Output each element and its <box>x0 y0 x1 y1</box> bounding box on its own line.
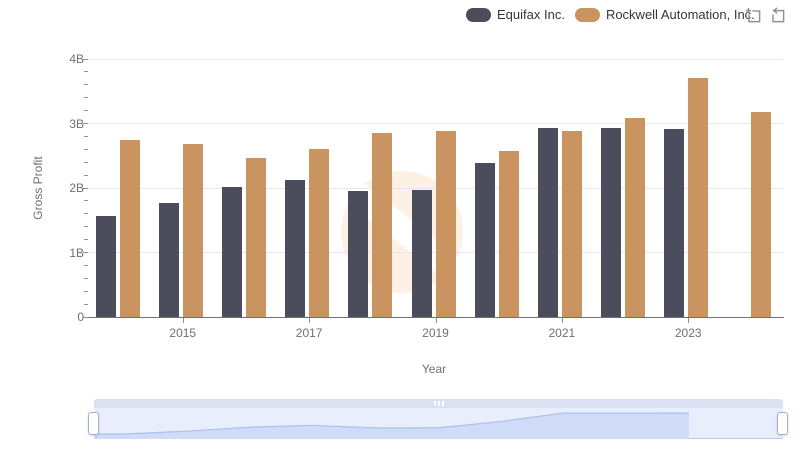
y-axis-tick <box>84 71 88 73</box>
y-axis-tick-label: 4B <box>69 52 84 66</box>
area-zoom-icon[interactable] <box>745 7 763 25</box>
y-axis-tick-label: 2B <box>69 181 84 195</box>
y-axis-tick <box>84 226 88 228</box>
bar-2020-rockwell[interactable] <box>498 150 519 317</box>
legend-item-0[interactable]: Equifax Inc. <box>466 7 565 22</box>
y-axis-tick <box>83 187 88 189</box>
y-axis-tick <box>84 264 88 266</box>
restore-zoom-icon[interactable] <box>769 7 787 25</box>
y-axis-title: Gross Profit <box>31 156 45 220</box>
y-axis-tick <box>84 97 88 99</box>
navigator-grip-icon <box>433 401 444 406</box>
bar-2023-equifax[interactable] <box>664 128 685 317</box>
y-axis-tick <box>84 110 88 112</box>
navigator-left-handle[interactable] <box>88 412 99 435</box>
y-axis-tick-label: 0 <box>77 310 84 324</box>
y-axis-tick <box>84 174 88 176</box>
bar-2016-rockwell[interactable] <box>245 158 266 317</box>
navigator-right-handle[interactable] <box>777 412 788 435</box>
y-axis-tick-label: 3B <box>69 116 84 131</box>
bar-2017-rockwell[interactable] <box>309 148 330 317</box>
x-axis-line <box>88 317 784 318</box>
y-axis-tick <box>83 316 88 318</box>
bar-2023-rockwell[interactable] <box>688 78 709 317</box>
y-axis-tick <box>84 239 88 241</box>
legend-item-label: Rockwell Automation, Inc. <box>605 7 755 22</box>
x-axis-tick-label: 2017 <box>295 326 323 340</box>
legend-swatch-icon <box>574 7 600 22</box>
x-axis-tick-label: 2023 <box>674 326 702 340</box>
x-axis-tick-label: 2021 <box>548 326 576 340</box>
y-axis-tick <box>84 303 88 305</box>
x-axis-tick <box>435 318 437 323</box>
legend-item-label: Equifax Inc. <box>497 7 565 22</box>
bar-2016-equifax[interactable] <box>221 186 242 317</box>
bar-2022-equifax[interactable] <box>601 128 622 317</box>
bar-2015-equifax[interactable] <box>158 203 179 317</box>
y-axis-tick <box>83 252 88 253</box>
bar-2020-equifax[interactable] <box>474 163 495 317</box>
bar-2021-rockwell[interactable] <box>561 131 582 317</box>
y-axis-tick <box>84 213 88 215</box>
y-axis-tick <box>83 58 88 60</box>
y-axis-tick <box>84 135 88 137</box>
legend-swatch-icon <box>466 7 491 22</box>
navigator-data-shadow <box>94 412 690 439</box>
y-axis-tick <box>84 148 88 150</box>
y-axis-tick <box>84 290 88 292</box>
bar-2014-equifax[interactable] <box>95 215 116 317</box>
gridline <box>88 123 783 124</box>
y-axis-tick <box>84 200 88 202</box>
y-axis-tick-label: 1B <box>69 245 84 260</box>
bar-2021-equifax[interactable] <box>537 128 558 317</box>
y-axis-tick <box>84 277 88 279</box>
x-axis-title: Year <box>421 362 447 376</box>
bar-2015-rockwell[interactable] <box>182 144 203 317</box>
x-axis-tick <box>688 318 690 323</box>
bar-2024-rockwell[interactable] <box>751 111 772 317</box>
bar-2017-equifax[interactable] <box>285 179 306 317</box>
navigator-move-handle[interactable] <box>94 399 783 408</box>
x-axis-tick <box>309 318 311 323</box>
legend: Equifax Inc. Rockwell Automation, Inc. <box>466 7 755 22</box>
bar-2019-equifax[interactable] <box>411 189 432 317</box>
x-axis-tick-label: 2019 <box>422 326 449 340</box>
bar-2019-rockwell[interactable] <box>435 130 456 317</box>
y-axis-tick <box>83 123 88 124</box>
gridline <box>88 58 783 60</box>
y-axis-tick <box>84 84 88 86</box>
bar-2022-rockwell[interactable] <box>625 117 646 317</box>
x-axis-tick <box>561 318 563 323</box>
x-axis-tick <box>182 318 184 323</box>
bar-2014-rockwell[interactable] <box>119 140 140 317</box>
y-axis-tick <box>84 161 88 163</box>
legend-item-1[interactable]: Rockwell Automation, Inc. <box>574 7 755 22</box>
bar-2018-equifax[interactable] <box>348 190 369 317</box>
x-axis-tick-label: 2015 <box>169 326 197 340</box>
bar-2018-rockwell[interactable] <box>372 132 393 317</box>
